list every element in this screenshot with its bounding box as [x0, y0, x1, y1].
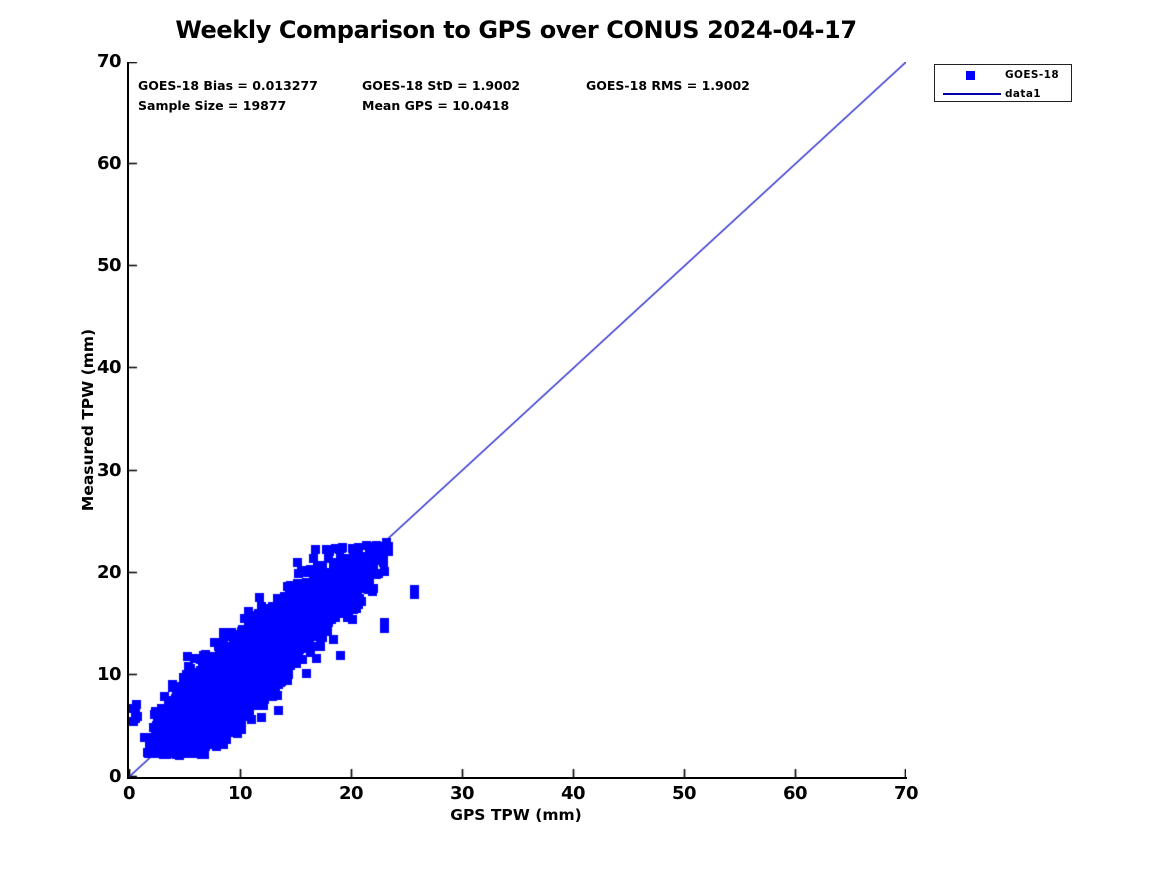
- square-marker-icon: [965, 70, 975, 80]
- x-tick-label: 40: [560, 783, 586, 804]
- plot-area: [127, 62, 907, 779]
- y-tick-label: 50: [96, 255, 122, 277]
- x-tick-label: 50: [671, 783, 697, 804]
- y-tick-label: 10: [96, 663, 122, 685]
- x-tick-label: 0: [122, 783, 136, 804]
- legend-entry-data1: data1: [935, 85, 1071, 103]
- y-tick-label: 30: [96, 459, 122, 481]
- y-axis-label: Measured TPW (mm): [79, 328, 97, 512]
- legend-label-goes18: GOES-18: [1005, 69, 1060, 81]
- y-tick-label: 60: [96, 153, 122, 175]
- x-tick-label: 10: [227, 783, 253, 804]
- y-tick-label: 20: [96, 561, 122, 583]
- legend: GOES-18 data1: [934, 64, 1072, 102]
- line-marker-icon: [943, 93, 1001, 95]
- x-tick-label: 30: [449, 783, 475, 804]
- x-tick-label: 70: [893, 783, 919, 804]
- y-tick-label: 0: [108, 766, 122, 787]
- x-axis-label: GPS TPW (mm): [450, 806, 582, 824]
- legend-entry-goes18: GOES-18: [935, 66, 1071, 84]
- legend-key: [935, 70, 1005, 80]
- legend-key: [935, 93, 1005, 95]
- scatter-canvas: [129, 62, 906, 777]
- y-tick-label: 70: [96, 51, 122, 72]
- x-tick-label: 20: [338, 783, 364, 804]
- chart-title: Weekly Comparison to GPS over CONUS 2024…: [175, 16, 857, 44]
- x-tick-label: 60: [782, 783, 808, 804]
- legend-label-data1: data1: [1005, 88, 1042, 100]
- y-tick-label: 40: [96, 357, 122, 379]
